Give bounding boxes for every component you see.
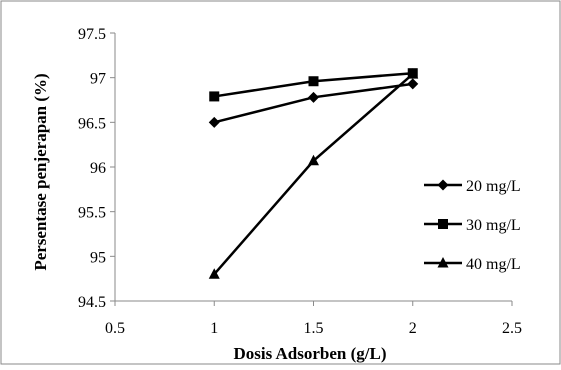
y-tick-label: 94.5 bbox=[78, 294, 106, 311]
x-tick-label: 2 bbox=[409, 320, 417, 337]
y-tick-label: 95.5 bbox=[78, 205, 106, 222]
diamond-marker bbox=[407, 78, 419, 90]
legend-item: 40 mg/L bbox=[424, 256, 521, 273]
legend-label: 20 mg/L bbox=[466, 178, 521, 195]
legend-item: 20 mg/L bbox=[424, 178, 521, 195]
triangle-marker bbox=[308, 154, 319, 166]
diamond-marker bbox=[308, 91, 319, 103]
y-axis-title: Persentase penjerapan (%) bbox=[31, 73, 50, 270]
triangle-marker bbox=[437, 257, 449, 268]
series-40-mg-per-l bbox=[208, 68, 419, 279]
x-tick-label: 0.5 bbox=[105, 320, 125, 337]
y-tick-label: 97.5 bbox=[78, 26, 106, 43]
square-marker bbox=[438, 219, 448, 229]
legend-label: 40 mg/L bbox=[466, 256, 521, 273]
y-tick-label: 96 bbox=[90, 160, 106, 177]
series-20-mg-per-l bbox=[208, 78, 419, 128]
legend-label: 30 mg/L bbox=[466, 217, 521, 234]
diamond-marker bbox=[437, 179, 449, 191]
legend-item: 30 mg/L bbox=[424, 217, 521, 234]
triangle-marker bbox=[407, 68, 419, 79]
triangle-marker bbox=[208, 268, 220, 279]
x-tick-label: 1 bbox=[210, 320, 218, 337]
diamond-marker bbox=[208, 116, 220, 128]
y-tick-label: 95 bbox=[90, 249, 106, 266]
square-marker bbox=[308, 76, 319, 87]
y-tick-label: 96.5 bbox=[78, 115, 106, 132]
square-marker bbox=[209, 91, 220, 102]
y-tick-label: 97 bbox=[90, 71, 106, 88]
x-axis-title: Dosis Adsorben (g/L) bbox=[233, 344, 386, 363]
x-tick-label: 2.5 bbox=[502, 320, 522, 337]
x-tick-label: 1.5 bbox=[304, 320, 324, 337]
